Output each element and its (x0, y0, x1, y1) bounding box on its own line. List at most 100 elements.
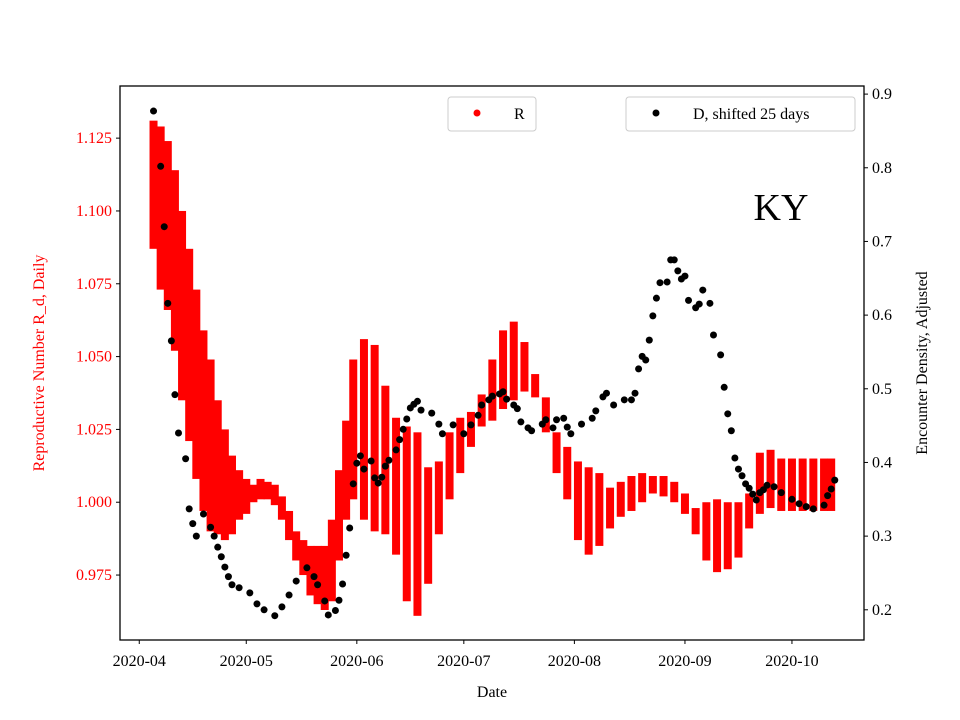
d-point (374, 479, 382, 487)
d-point (221, 563, 229, 571)
d-point (171, 391, 179, 399)
d-point (763, 481, 771, 489)
left-y-tick-label: 0.975 (76, 567, 112, 584)
d-point (246, 589, 254, 597)
r-point (607, 505, 614, 512)
right-y-tick-label: 0.5 (872, 381, 892, 398)
d-point (399, 425, 407, 433)
r-point (286, 522, 293, 529)
left-y-tick-label: 1.075 (76, 276, 112, 293)
r-point (756, 478, 763, 485)
legend-r-label: R (514, 106, 525, 123)
d-series (150, 107, 839, 620)
d-point (553, 416, 561, 424)
state-annotation: KY (754, 187, 809, 229)
r-series (149, 120, 836, 616)
r-point (236, 490, 243, 497)
d-point (738, 472, 746, 480)
d-point (285, 591, 293, 599)
d-point (610, 401, 618, 409)
r-point (393, 481, 400, 488)
right-y-tick-label: 0.6 (872, 307, 892, 324)
r-point (788, 481, 795, 488)
legend-d: D, shifted 25 days (625, 96, 856, 132)
d-point (635, 365, 643, 373)
d-point (827, 485, 835, 493)
d-point (371, 474, 379, 482)
x-tick-label: 2020-04 (113, 653, 166, 670)
d-point (567, 430, 575, 438)
left-y-tick-label: 1.000 (76, 494, 112, 511)
d-point (770, 483, 778, 491)
d-point (449, 421, 457, 429)
d-point (392, 446, 400, 454)
r-point (617, 496, 624, 503)
d-point (367, 457, 375, 465)
r-point (150, 175, 157, 182)
d-point (795, 500, 803, 508)
x-tick-label: 2020-05 (220, 653, 273, 670)
d-point (478, 401, 486, 409)
d-point (720, 383, 728, 391)
d-point (631, 389, 639, 397)
r-point (810, 481, 817, 488)
d-point (428, 409, 436, 417)
x-axis: 2020-04 2020-05 2020-06 2020-07 2020-08 2020-… (113, 640, 819, 670)
d-point (752, 496, 760, 504)
d-point (745, 484, 753, 492)
d-point (310, 573, 318, 581)
d-point (592, 407, 600, 415)
d-point (335, 596, 343, 604)
d-point (192, 532, 200, 540)
r-point (564, 470, 571, 477)
d-point (620, 396, 628, 404)
d-point (346, 524, 354, 532)
legend-r: R (447, 96, 537, 132)
right-y-tick-label: 0.9 (872, 86, 892, 103)
d-point (488, 392, 496, 400)
d-point (331, 607, 339, 615)
r-point (671, 490, 678, 497)
left-y-axis: 0.975 1.000 1.025 1.050 1.075 1.100 1.125 (76, 130, 120, 584)
d-point (185, 505, 193, 513)
d-point (321, 597, 329, 605)
d-point (499, 388, 507, 396)
d-point (164, 299, 172, 307)
left-y-tick-label: 1.050 (76, 349, 112, 366)
d-point (685, 296, 693, 304)
right-axis-label: Encounter Density, Adjusted (914, 271, 931, 454)
r-point (681, 499, 688, 506)
d-point (356, 452, 364, 460)
d-point (207, 523, 215, 531)
x-tick-label: 2020-08 (548, 653, 601, 670)
r-point (293, 542, 300, 549)
d-point (642, 356, 650, 364)
d-point (717, 351, 725, 359)
d-point (438, 430, 446, 438)
plot-frame (119, 85, 865, 641)
x-axis-label: Date (477, 684, 507, 701)
r-point (521, 362, 528, 369)
r-point (767, 475, 774, 482)
d-point (563, 423, 571, 431)
d-point (749, 490, 757, 498)
d-point (549, 424, 557, 432)
d-point (528, 427, 536, 435)
d-point (349, 480, 357, 488)
d-point (160, 223, 168, 231)
right-y-tick-label: 0.2 (872, 602, 892, 619)
d-point (253, 600, 261, 608)
r-point (193, 382, 200, 389)
d-point (724, 410, 732, 418)
d-point (182, 455, 190, 463)
right-y-tick-label: 0.8 (872, 160, 892, 177)
d-point (709, 331, 717, 339)
r-point (735, 525, 742, 532)
r-point (532, 382, 539, 389)
r-point (510, 356, 517, 363)
r-point (746, 507, 753, 514)
left-y-tick-label: 1.125 (76, 130, 112, 147)
d-point (413, 397, 421, 405)
d-point (734, 465, 742, 473)
d-point (403, 415, 411, 423)
